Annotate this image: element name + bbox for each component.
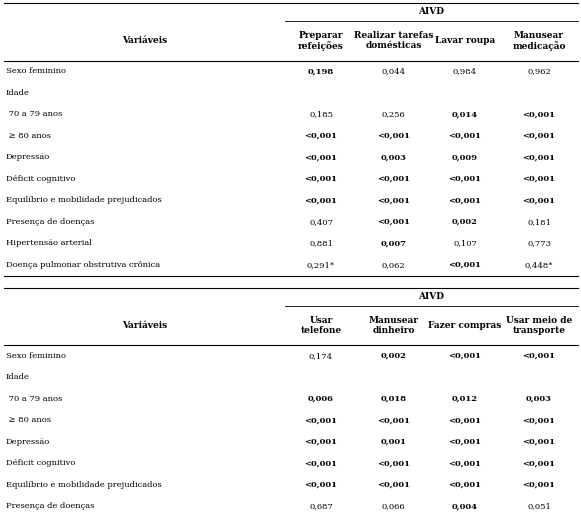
Text: Idade: Idade [6, 89, 30, 97]
Text: Usar meio de
transporte: Usar meio de transporte [506, 315, 572, 335]
Text: <0,001: <0,001 [377, 175, 410, 183]
Text: Equilíbrio e mobilidade prejudicados: Equilíbrio e mobilidade prejudicados [6, 481, 162, 489]
Text: <0,001: <0,001 [522, 175, 555, 183]
Text: Doença pulmonar obstrutiva crônica: Doença pulmonar obstrutiva crônica [6, 261, 160, 269]
Text: <0,001: <0,001 [522, 438, 555, 446]
Text: 0,185: 0,185 [309, 110, 333, 119]
Text: Déficit cognitivo: Déficit cognitivo [6, 460, 76, 467]
Text: <0,001: <0,001 [449, 132, 482, 140]
Text: 0,066: 0,066 [382, 502, 406, 510]
Text: AIVD: AIVD [418, 292, 444, 301]
Text: Variáveis: Variáveis [122, 36, 167, 45]
Text: 0,003: 0,003 [381, 153, 407, 162]
Text: <0,001: <0,001 [304, 153, 338, 162]
Text: <0,001: <0,001 [449, 460, 482, 467]
Text: Hipertensão arterial: Hipertensão arterial [6, 240, 92, 247]
Text: 0,004: 0,004 [452, 502, 478, 510]
Text: 0,407: 0,407 [309, 218, 333, 226]
Text: <0,001: <0,001 [449, 481, 482, 489]
Text: <0,001: <0,001 [522, 110, 555, 119]
Text: Presença de doenças: Presença de doenças [6, 218, 94, 226]
Text: 0,174: 0,174 [309, 352, 333, 360]
Text: 0,007: 0,007 [381, 240, 407, 247]
Text: 0,001: 0,001 [381, 438, 407, 446]
Text: Fazer compras: Fazer compras [428, 321, 501, 330]
Text: <0,001: <0,001 [377, 218, 410, 226]
Text: <0,001: <0,001 [449, 196, 482, 204]
Text: 0,181: 0,181 [527, 218, 551, 226]
Text: 0,012: 0,012 [452, 395, 478, 403]
Text: 0,448*: 0,448* [525, 261, 553, 269]
Text: <0,001: <0,001 [377, 481, 410, 489]
Text: Presença de doenças: Presença de doenças [6, 502, 94, 510]
Text: 0,006: 0,006 [308, 395, 334, 403]
Text: <0,001: <0,001 [377, 196, 410, 204]
Text: 0,018: 0,018 [381, 395, 407, 403]
Text: <0,001: <0,001 [304, 460, 338, 467]
Text: Depressão: Depressão [6, 438, 50, 446]
Text: <0,001: <0,001 [304, 438, 338, 446]
Text: 0,003: 0,003 [526, 395, 552, 403]
Text: <0,001: <0,001 [377, 132, 410, 140]
Text: <0,001: <0,001 [449, 417, 482, 424]
Text: 0,002: 0,002 [381, 352, 407, 360]
Text: Manusear
medicação: Manusear medicação [512, 31, 566, 51]
Text: Sexo feminino: Sexo feminino [6, 352, 66, 360]
Text: Lavar roupa: Lavar roupa [435, 36, 495, 45]
Text: <0,001: <0,001 [449, 438, 482, 446]
Text: <0,001: <0,001 [449, 175, 482, 183]
Text: <0,001: <0,001 [377, 417, 410, 424]
Text: 0,773: 0,773 [527, 240, 551, 247]
Text: Variáveis: Variáveis [122, 321, 167, 330]
Text: 0,062: 0,062 [382, 261, 406, 269]
Text: <0,001: <0,001 [522, 352, 555, 360]
Text: 0,002: 0,002 [452, 218, 478, 226]
Text: 0,107: 0,107 [453, 240, 477, 247]
Text: AIVD: AIVD [418, 8, 444, 16]
Text: ≥ 80 anos: ≥ 80 anos [6, 132, 51, 140]
Text: <0,001: <0,001 [304, 175, 338, 183]
Text: <0,001: <0,001 [522, 481, 555, 489]
Text: Déficit cognitivo: Déficit cognitivo [6, 175, 76, 183]
Text: 0,881: 0,881 [309, 240, 333, 247]
Text: Sexo feminino: Sexo feminino [6, 67, 66, 75]
Text: 0,687: 0,687 [309, 502, 333, 510]
Text: <0,001: <0,001 [449, 261, 482, 269]
Text: <0,001: <0,001 [304, 132, 338, 140]
Text: Depressão: Depressão [6, 153, 50, 162]
Text: <0,001: <0,001 [304, 417, 338, 424]
Text: Equilíbrio e mobilidade prejudicados: Equilíbrio e mobilidade prejudicados [6, 196, 162, 204]
Text: <0,001: <0,001 [304, 481, 338, 489]
Text: <0,001: <0,001 [522, 196, 555, 204]
Text: Usar
telefone: Usar telefone [300, 315, 342, 335]
Text: 0,051: 0,051 [527, 502, 551, 510]
Text: 0,044: 0,044 [382, 67, 406, 75]
Text: 0,256: 0,256 [382, 110, 406, 119]
Text: 0,014: 0,014 [452, 110, 478, 119]
Text: 0,198: 0,198 [308, 67, 334, 75]
Text: 0,009: 0,009 [452, 153, 478, 162]
Text: <0,001: <0,001 [449, 352, 482, 360]
Text: <0,001: <0,001 [522, 417, 555, 424]
Text: 0,962: 0,962 [527, 67, 551, 75]
Text: 70 a 79 anos: 70 a 79 anos [6, 110, 62, 119]
Text: <0,001: <0,001 [522, 153, 555, 162]
Text: Preparar
refeições: Preparar refeições [298, 31, 344, 51]
Text: Manusear
dinheiro: Manusear dinheiro [368, 315, 418, 335]
Text: <0,001: <0,001 [522, 460, 555, 467]
Text: 0,291*: 0,291* [307, 261, 335, 269]
Text: Idade: Idade [6, 373, 30, 382]
Text: <0,001: <0,001 [304, 196, 338, 204]
Text: 70 a 79 anos: 70 a 79 anos [6, 395, 62, 403]
Text: <0,001: <0,001 [522, 132, 555, 140]
Text: Realizar tarefas
domésticas: Realizar tarefas domésticas [354, 31, 433, 50]
Text: 0,984: 0,984 [453, 67, 477, 75]
Text: <0,001: <0,001 [377, 460, 410, 467]
Text: ≥ 80 anos: ≥ 80 anos [6, 417, 51, 424]
